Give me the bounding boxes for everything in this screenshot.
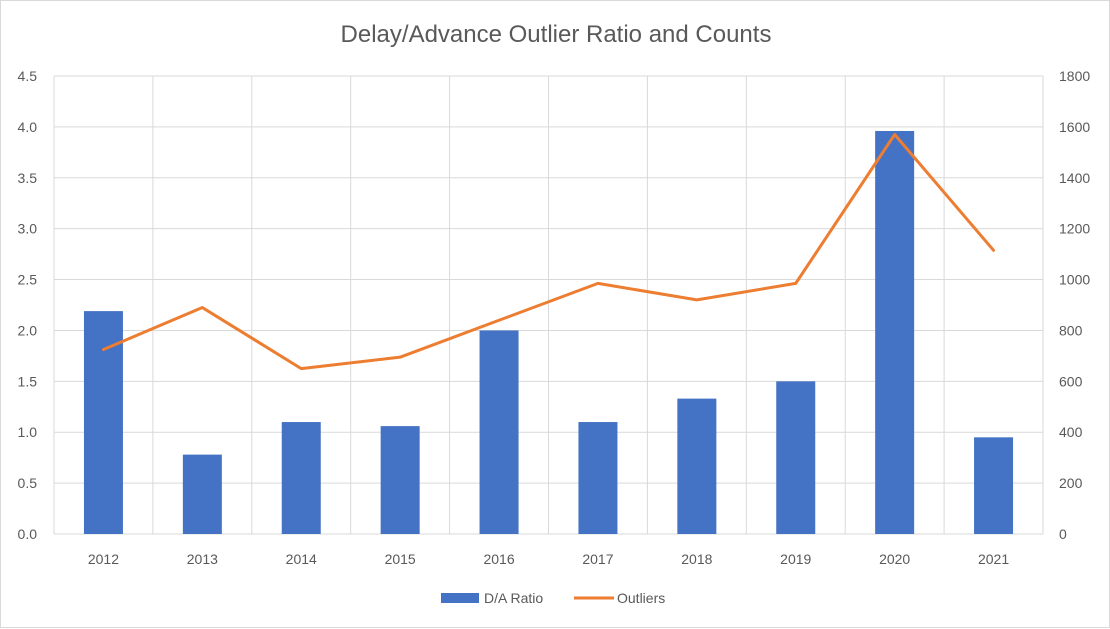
- left-tick-label: 1.5: [18, 373, 38, 389]
- x-tick-label: 2018: [681, 551, 712, 567]
- left-tick-label: 2.0: [18, 322, 38, 338]
- right-tick-label: 0: [1059, 526, 1067, 542]
- x-tick-label: 2013: [187, 551, 218, 567]
- left-tick-label: 3.0: [18, 221, 38, 237]
- x-tick-label: 2014: [286, 551, 317, 567]
- right-tick-label: 1600: [1059, 119, 1090, 135]
- x-tick-label: 2012: [88, 551, 119, 567]
- left-tick-label: 0.5: [18, 475, 38, 491]
- bar-2015: [381, 426, 420, 534]
- bar-2020: [875, 131, 914, 534]
- left-tick-label: 4.5: [18, 68, 38, 84]
- bar-2021: [974, 437, 1013, 534]
- left-tick-label: 3.5: [18, 170, 38, 186]
- legend: D/A Ratio Outliers: [441, 590, 665, 606]
- right-tick-label: 400: [1059, 424, 1083, 440]
- bar-2018: [677, 399, 716, 534]
- right-tick-label: 800: [1059, 322, 1083, 338]
- x-tick-label: 2020: [879, 551, 910, 567]
- x-axis: 2012 2013 2014 2015 2016 2017 2018 2019 2020 2021: [88, 551, 1009, 567]
- chart-title: Delay/Advance Outlier Ratio and Counts: [341, 21, 772, 48]
- legend-label-bar: D/A Ratio: [484, 590, 543, 606]
- right-tick-label: 200: [1059, 475, 1083, 491]
- x-tick-label: 2019: [780, 551, 811, 567]
- left-tick-label: 2.5: [18, 272, 38, 288]
- bar-2016: [480, 330, 519, 534]
- right-tick-label: 600: [1059, 373, 1083, 389]
- right-tick-label: 1800: [1059, 68, 1090, 84]
- left-axis: 0.0 0.5 1.0 1.5 2.0 2.5 3.0 3.5 4.0 4.5: [18, 68, 38, 542]
- x-tick-label: 2021: [978, 551, 1009, 567]
- right-tick-label: 1200: [1059, 221, 1090, 237]
- left-tick-label: 0.0: [18, 526, 38, 542]
- left-tick-label: 1.0: [18, 424, 38, 440]
- bar-2013: [183, 455, 222, 534]
- bar-2019: [776, 381, 815, 534]
- bar-2014: [282, 422, 321, 534]
- x-tick-label: 2016: [483, 551, 514, 567]
- legend-label-line: Outliers: [617, 590, 665, 606]
- x-tick-label: 2015: [385, 551, 416, 567]
- right-tick-label: 1400: [1059, 170, 1090, 186]
- legend-swatch-bar: [441, 593, 479, 603]
- right-tick-label: 1000: [1059, 272, 1090, 288]
- left-tick-label: 4.0: [18, 119, 38, 135]
- x-tick-label: 2017: [582, 551, 613, 567]
- bar-2017: [578, 422, 617, 534]
- right-axis: 0 200 400 600 800 1000 1200 1400 1600 1800: [1059, 68, 1090, 542]
